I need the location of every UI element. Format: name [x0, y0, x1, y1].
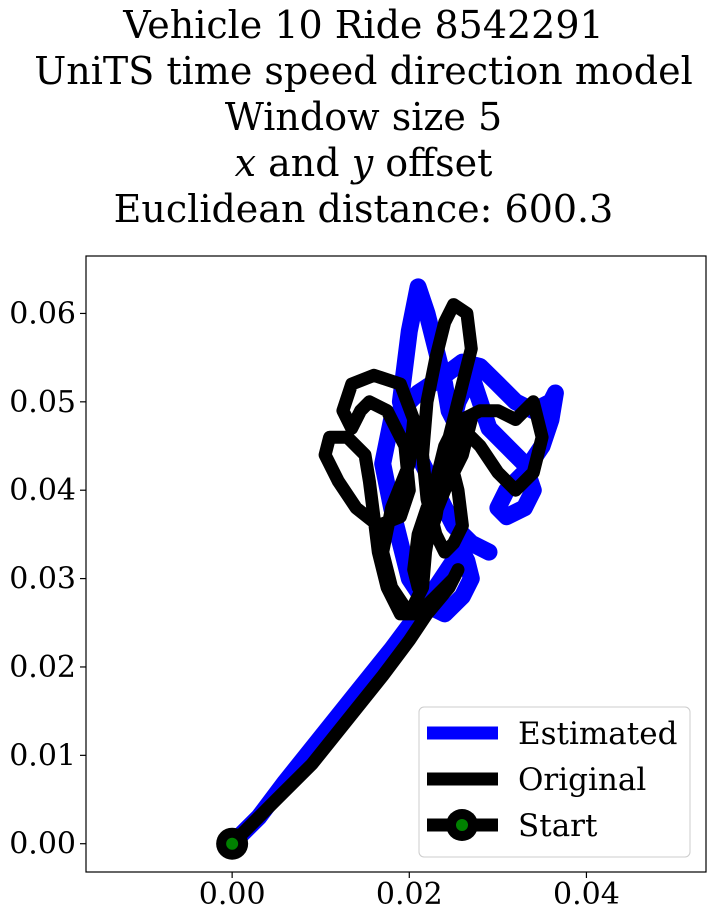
- title-line-2: UniTS time speed direction model: [34, 49, 693, 93]
- legend-label-original: Original: [518, 762, 646, 798]
- y-tick-label: 0.05: [9, 385, 76, 420]
- y-tick-label: 0.01: [9, 738, 76, 773]
- legend-label-start: Start: [518, 808, 598, 844]
- plot-frame: [85, 255, 707, 873]
- chart-title: Vehicle 10 Ride 8542291 UniTS time speed…: [0, 0, 727, 232]
- y-tick-label: 0.03: [9, 562, 76, 597]
- x-tick-label: 0.04: [553, 877, 620, 912]
- title-line-4: x and y offset: [234, 141, 493, 185]
- title-line-3: Window size 5: [224, 95, 503, 139]
- axes-layer: 0.00 0.02 0.04 0.00 0.01 0.02 0.03 0.04 0.05 0.06: [9, 296, 620, 912]
- title-line-1: Vehicle 10 Ride 8542291: [123, 3, 604, 47]
- x-tick-label: 0.00: [199, 877, 266, 912]
- y-tick-label: 0.00: [9, 827, 76, 862]
- legend-label-estimated: Estimated: [518, 716, 677, 752]
- series-layer: [216, 278, 564, 860]
- start-marker-center: [226, 837, 239, 850]
- x-tick-label: 0.02: [376, 877, 443, 912]
- legend: Estimated Original Start: [418, 706, 691, 858]
- y-tick-label: 0.06: [9, 296, 76, 331]
- series-line-original: [225, 298, 549, 851]
- y-tick-label: 0.04: [9, 473, 76, 508]
- legend-start-marker-center: [456, 819, 468, 831]
- title-line-5: Euclidean distance: 600.3: [113, 187, 614, 231]
- y-tick-label: 0.02: [9, 650, 76, 685]
